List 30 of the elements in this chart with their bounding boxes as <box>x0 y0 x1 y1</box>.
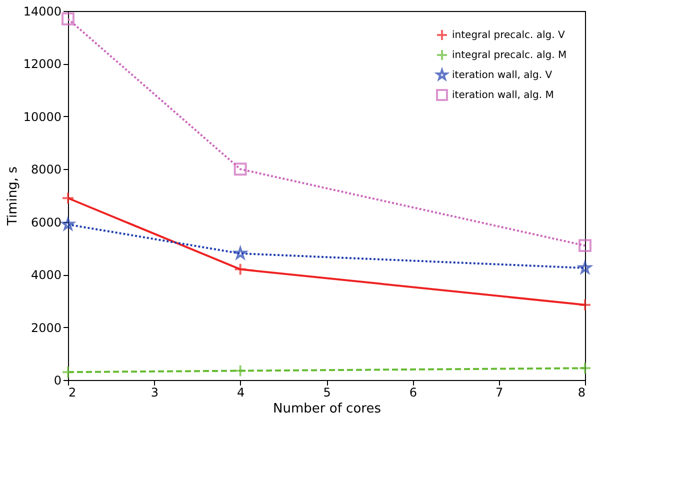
point <box>578 362 592 375</box>
y-tick-label: 2000 <box>30 320 62 335</box>
legend-label: integral precalc. alg. M <box>452 50 567 61</box>
point <box>62 192 74 205</box>
x-tick-label: 6 <box>409 386 417 400</box>
point <box>234 162 247 176</box>
x-tick-label: 7 <box>496 386 504 400</box>
point <box>578 298 592 312</box>
legend-label: iteration wall, alg. M <box>452 90 554 101</box>
y-tick-label: 12000 <box>23 57 62 72</box>
x-tick-label: 3 <box>150 386 158 400</box>
x-tick-label: 8 <box>578 386 586 400</box>
point <box>62 366 74 379</box>
x-tick-label: 4 <box>237 386 245 400</box>
point <box>578 239 592 252</box>
point <box>62 12 74 26</box>
x-tick-label: 2 <box>68 386 76 400</box>
point <box>234 262 247 276</box>
x-tick-label: 5 <box>323 386 331 400</box>
y-tick-label: 14000 <box>23 4 62 18</box>
legend-label: iteration wall, alg. V <box>452 70 552 81</box>
y-tick-label: 10000 <box>23 110 62 124</box>
point <box>234 364 247 378</box>
y-tick-label: 8000 <box>30 162 62 177</box>
legend-label: integral precalc. alg. V <box>452 30 565 41</box>
y-tick-label: 0 <box>54 374 62 388</box>
y-tick-label: 6000 <box>30 215 62 230</box>
y-axis-title: Timing, s <box>5 166 20 226</box>
x-axis-title: Number of cores <box>273 402 382 416</box>
y-tick-label: 4000 <box>30 268 62 282</box>
